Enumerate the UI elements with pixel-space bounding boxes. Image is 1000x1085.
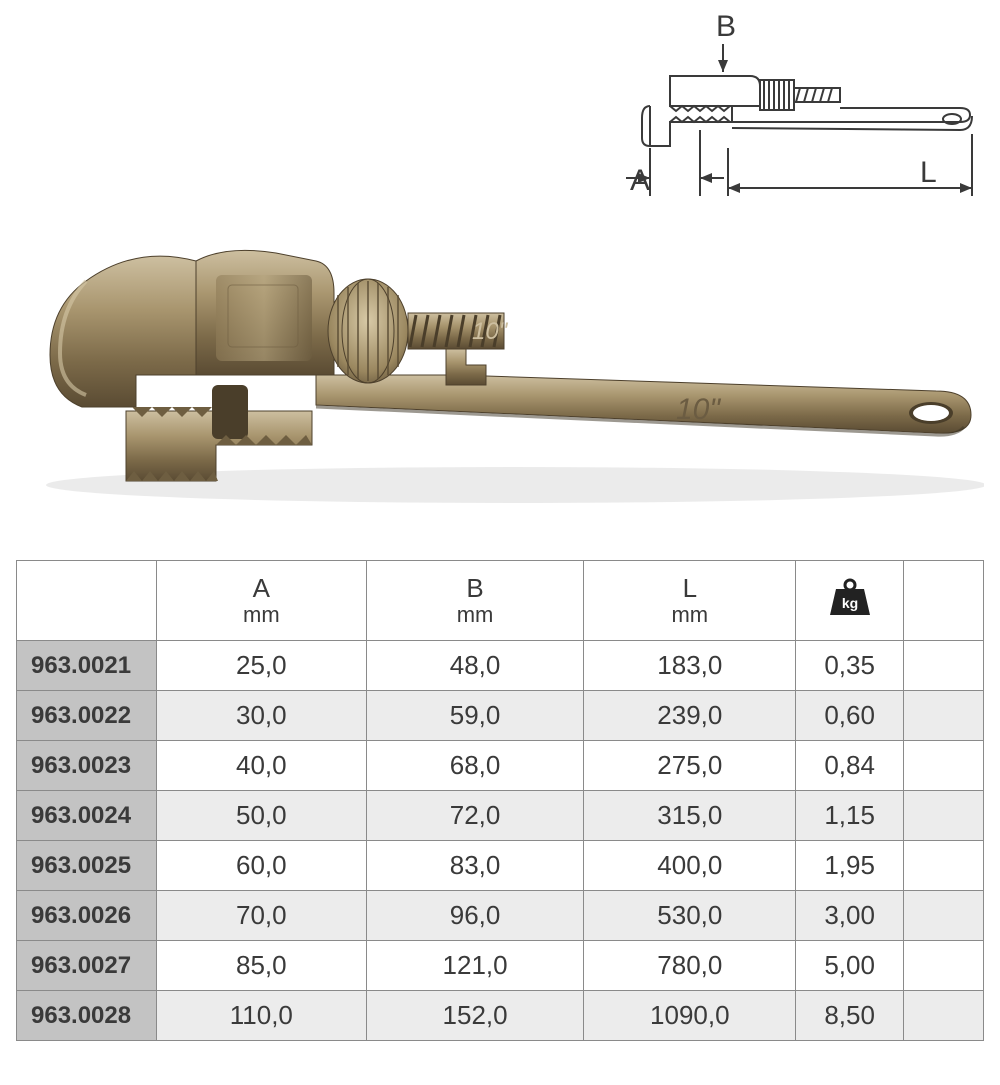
table-row: 963.0021 25,0 48,0 183,0 0,35 — [17, 641, 984, 691]
cell-a: 50,0 — [156, 791, 366, 841]
cell-b: 121,0 — [366, 941, 584, 991]
cell-blank — [904, 741, 984, 791]
cell-blank — [904, 841, 984, 891]
cell-sku: 963.0023 — [17, 741, 157, 791]
cell-b: 96,0 — [366, 891, 584, 941]
cell-a: 85,0 — [156, 941, 366, 991]
th-kg: kg — [796, 561, 904, 641]
spec-table: A mm B mm L mm — [16, 560, 984, 1041]
handle-marking: 10" — [676, 393, 721, 426]
cell-blank — [904, 991, 984, 1041]
cell-a: 110,0 — [156, 991, 366, 1041]
cell-kg: 5,00 — [796, 941, 904, 991]
cell-a: 25,0 — [156, 641, 366, 691]
cell-kg: 1,95 — [796, 841, 904, 891]
table-header-row: A mm B mm L mm — [17, 561, 984, 641]
cell-b: 152,0 — [366, 991, 584, 1041]
th-sku — [17, 561, 157, 641]
cell-l: 1090,0 — [584, 991, 796, 1041]
table-body: 963.0021 25,0 48,0 183,0 0,35 963.0022 3… — [17, 641, 984, 1041]
cell-a: 60,0 — [156, 841, 366, 891]
cell-blank — [904, 691, 984, 741]
table-row: 963.0026 70,0 96,0 530,0 3,00 — [17, 891, 984, 941]
dim-label-l: L — [920, 156, 937, 189]
th-l: L mm — [584, 561, 796, 641]
shaft-marking: 10" — [472, 318, 509, 345]
cell-b: 48,0 — [366, 641, 584, 691]
cell-b: 59,0 — [366, 691, 584, 741]
table-row: 963.0022 30,0 59,0 239,0 0,60 — [17, 691, 984, 741]
table-row: 963.0023 40,0 68,0 275,0 0,84 — [17, 741, 984, 791]
cell-blank — [904, 791, 984, 841]
dimension-diagram: B — [520, 10, 980, 210]
spec-table-wrap: A mm B mm L mm — [16, 560, 984, 1041]
svg-text:kg: kg — [841, 595, 857, 611]
cell-sku: 963.0021 — [17, 641, 157, 691]
th-a: A mm — [156, 561, 366, 641]
cell-l: 530,0 — [584, 891, 796, 941]
cell-kg: 0,84 — [796, 741, 904, 791]
cell-kg: 0,60 — [796, 691, 904, 741]
cell-l: 315,0 — [584, 791, 796, 841]
cell-kg: 8,50 — [796, 991, 904, 1041]
cell-blank — [904, 891, 984, 941]
cell-l: 400,0 — [584, 841, 796, 891]
cell-kg: 0,35 — [796, 641, 904, 691]
product-photo: 10" — [16, 235, 984, 515]
cell-kg: 3,00 — [796, 891, 904, 941]
cell-l: 239,0 — [584, 691, 796, 741]
cell-a: 70,0 — [156, 891, 366, 941]
cell-sku: 963.0027 — [17, 941, 157, 991]
table-row: 963.0028 110,0 152,0 1090,0 8,50 — [17, 991, 984, 1041]
cell-l: 183,0 — [584, 641, 796, 691]
cell-sku: 963.0028 — [17, 991, 157, 1041]
cell-sku: 963.0025 — [17, 841, 157, 891]
cell-a: 40,0 — [156, 741, 366, 791]
dim-label-b: B — [716, 10, 736, 43]
table-row: 963.0027 85,0 121,0 780,0 5,00 — [17, 941, 984, 991]
cell-kg: 1,15 — [796, 791, 904, 841]
th-blank — [904, 561, 984, 641]
table-row: 963.0024 50,0 72,0 315,0 1,15 — [17, 791, 984, 841]
cell-blank — [904, 941, 984, 991]
cell-b: 72,0 — [366, 791, 584, 841]
cell-l: 780,0 — [584, 941, 796, 991]
cell-blank — [904, 641, 984, 691]
cell-sku: 963.0026 — [17, 891, 157, 941]
cell-sku: 963.0022 — [17, 691, 157, 741]
weight-icon: kg — [828, 577, 872, 617]
cell-a: 30,0 — [156, 691, 366, 741]
cell-b: 68,0 — [366, 741, 584, 791]
table-row: 963.0025 60,0 83,0 400,0 1,95 — [17, 841, 984, 891]
cell-sku: 963.0024 — [17, 791, 157, 841]
cell-l: 275,0 — [584, 741, 796, 791]
th-b: B mm — [366, 561, 584, 641]
cell-b: 83,0 — [366, 841, 584, 891]
